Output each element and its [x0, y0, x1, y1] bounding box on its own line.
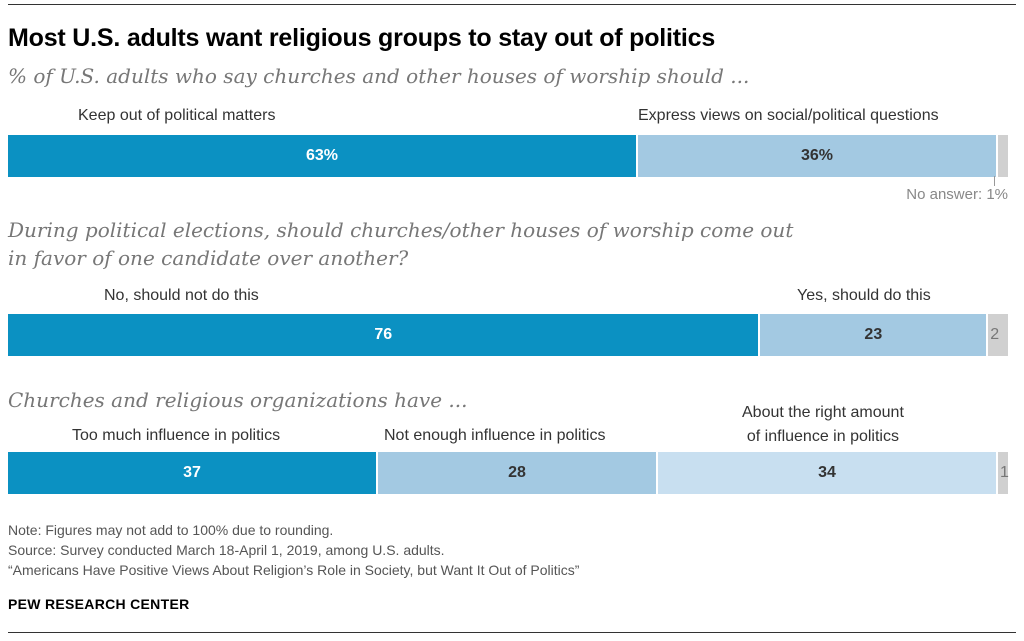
- chart2-bar-segment-2: 23: [760, 314, 989, 356]
- report-title: “Americans Have Positive Views About Rel…: [8, 562, 580, 578]
- pew-logo-text: PEW RESEARCH CENTER: [8, 596, 190, 612]
- note-text: Note: Figures may not add to 100% due to…: [8, 522, 334, 538]
- chart1-bar-segment-2: 36%: [638, 135, 998, 177]
- chart2-value-label-2: 23: [864, 326, 883, 343]
- chart2-value-label-1: 76: [374, 326, 393, 343]
- chart1-bar-segment-3: [998, 135, 1008, 177]
- chart1-value-label-2: 36%: [800, 147, 834, 164]
- question-influence: Churches and religious organizations hav…: [8, 388, 468, 412]
- question-elections-line1: During political elections, should churc…: [8, 218, 794, 242]
- chart2-bar-segment-3: 2: [988, 314, 1008, 356]
- bottom-rule: [8, 632, 1016, 633]
- chart2-value-label-3: 2: [990, 326, 1000, 343]
- chart3-bar-segment-2: 28: [378, 452, 658, 494]
- chart3-value-label-3: 34: [818, 464, 836, 481]
- chart1-stacked-bar: 63% 36%: [8, 135, 1008, 177]
- chart3-value-label-4: 1: [1000, 464, 1009, 481]
- chart1-category-express-views: Express views on social/political questi…: [638, 107, 939, 124]
- source-text: Source: Survey conducted March 18-April …: [8, 542, 445, 558]
- chart3-category-too-much: Too much influence in politics: [72, 427, 281, 444]
- chart2-bar-segment-1: 76: [8, 314, 761, 356]
- no-answer-tick: [994, 176, 995, 186]
- chart1-bar-segment-1: 63%: [8, 135, 638, 177]
- chart3-bar-segment-4: 1: [998, 452, 1009, 494]
- chart3-category-right-amount: About the right amount of influence in p…: [742, 401, 904, 449]
- chart-notes: Note: Figures may not add to 100% due to…: [8, 520, 579, 580]
- chart3-category-not-enough: Not enough influence in politics: [384, 427, 606, 444]
- chart2-category-no: No, should not do this: [104, 287, 259, 304]
- no-answer-annotation: No answer: 1%: [906, 186, 1008, 203]
- chart1-category-keep-out: Keep out of political matters: [78, 107, 276, 124]
- question-elections-line2: in favor of one candidate over another?: [8, 246, 409, 270]
- chart2-stacked-bar: 76 23 2: [8, 314, 1008, 356]
- chart3-category-right-amount-line1: About the right amount: [742, 404, 904, 421]
- chart3-stacked-bar: 37 28 34 1: [8, 452, 1009, 494]
- chart-subtitle: % of U.S. adults who say churches and ot…: [8, 64, 750, 88]
- chart3-category-right-amount-line2: of influence in politics: [746, 428, 899, 445]
- chart3-bar-segment-1: 37: [8, 452, 378, 494]
- chart1-value-label-1: 63%: [305, 147, 339, 164]
- chart3-bar-segment-3: 34: [658, 452, 998, 494]
- chart3-value-label-2: 28: [508, 464, 526, 481]
- chart3-value-label-1: 37: [183, 464, 201, 481]
- chart-title: Most U.S. adults want religious groups t…: [8, 24, 716, 52]
- question-elections: During political elections, should churc…: [8, 216, 793, 272]
- top-rule: [8, 4, 1016, 5]
- chart2-category-yes: Yes, should do this: [797, 287, 931, 304]
